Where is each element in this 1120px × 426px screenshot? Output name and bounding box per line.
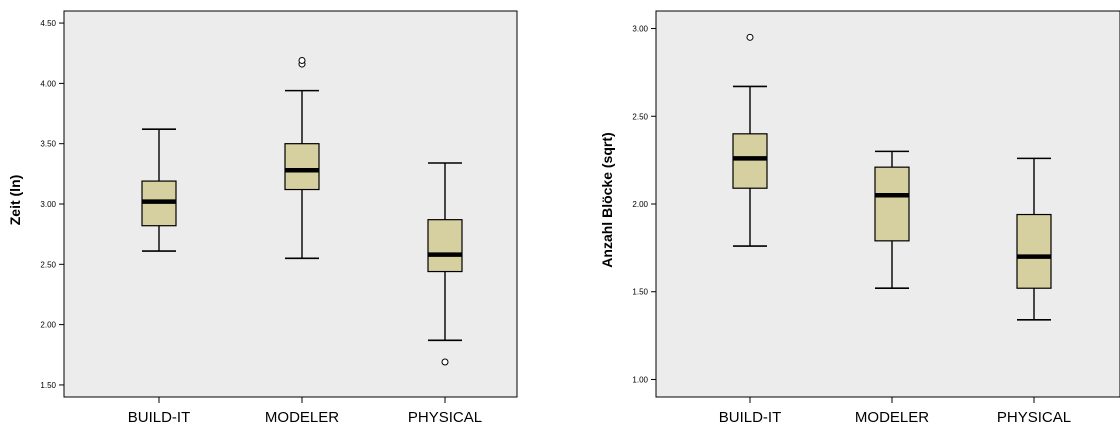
plot-area [63, 10, 518, 398]
box-build-it [732, 33, 768, 247]
iqr-box [874, 166, 910, 242]
outlier-point [298, 56, 306, 64]
iqr-box [284, 143, 320, 191]
x-category-label: PHYSICAL [408, 409, 482, 426]
box-build-it [141, 128, 177, 252]
box-modeler [874, 150, 910, 290]
y-axis-title: Anzahl Blöcke (sqrt) [599, 132, 615, 267]
y-tick-label: 3.00 [632, 25, 648, 34]
y-tick-label: 1.50 [632, 288, 648, 297]
iqr-box [427, 219, 463, 273]
y-tick-label: 3.50 [40, 140, 56, 149]
y-tick-label: 2.00 [40, 321, 56, 330]
iqr-box [1016, 213, 1052, 289]
box-physical [1016, 157, 1052, 321]
y-tick-label: 2.00 [632, 200, 648, 209]
boxplot-anzahl-bloecke: 1.00 1.50 2.00 2.50 3.00 Anzahl Blöcke (sqrt)… [599, 10, 1120, 426]
y-axis-title: Zeit (ln) [7, 175, 23, 226]
y-tick-label: 4.00 [40, 79, 56, 88]
x-category-label: BUILD-IT [719, 409, 782, 426]
x-category-label: PHYSICAL [997, 409, 1071, 426]
iqr-box [732, 133, 768, 189]
y-tick-label: 2.50 [40, 260, 56, 269]
y-tick-label: 4.50 [40, 19, 56, 28]
y-tick-label: 2.50 [632, 112, 648, 121]
y-tick-label: 1.50 [40, 381, 56, 390]
x-category-label: MODELER [855, 409, 929, 426]
y-tick-label: 1.00 [632, 375, 648, 384]
y-tick-label: 3.00 [40, 200, 56, 209]
x-category-label: BUILD-IT [128, 409, 191, 426]
x-category-label: MODELER [265, 409, 339, 426]
outlier-point [746, 33, 754, 41]
outlier-point [441, 358, 449, 366]
boxplot-zeit: 1.50 2.00 2.50 3.00 3.50 4.00 4.50 Zeit (ln) BUI… [7, 10, 518, 426]
box-modeler [284, 56, 320, 260]
box-physical [427, 162, 463, 366]
